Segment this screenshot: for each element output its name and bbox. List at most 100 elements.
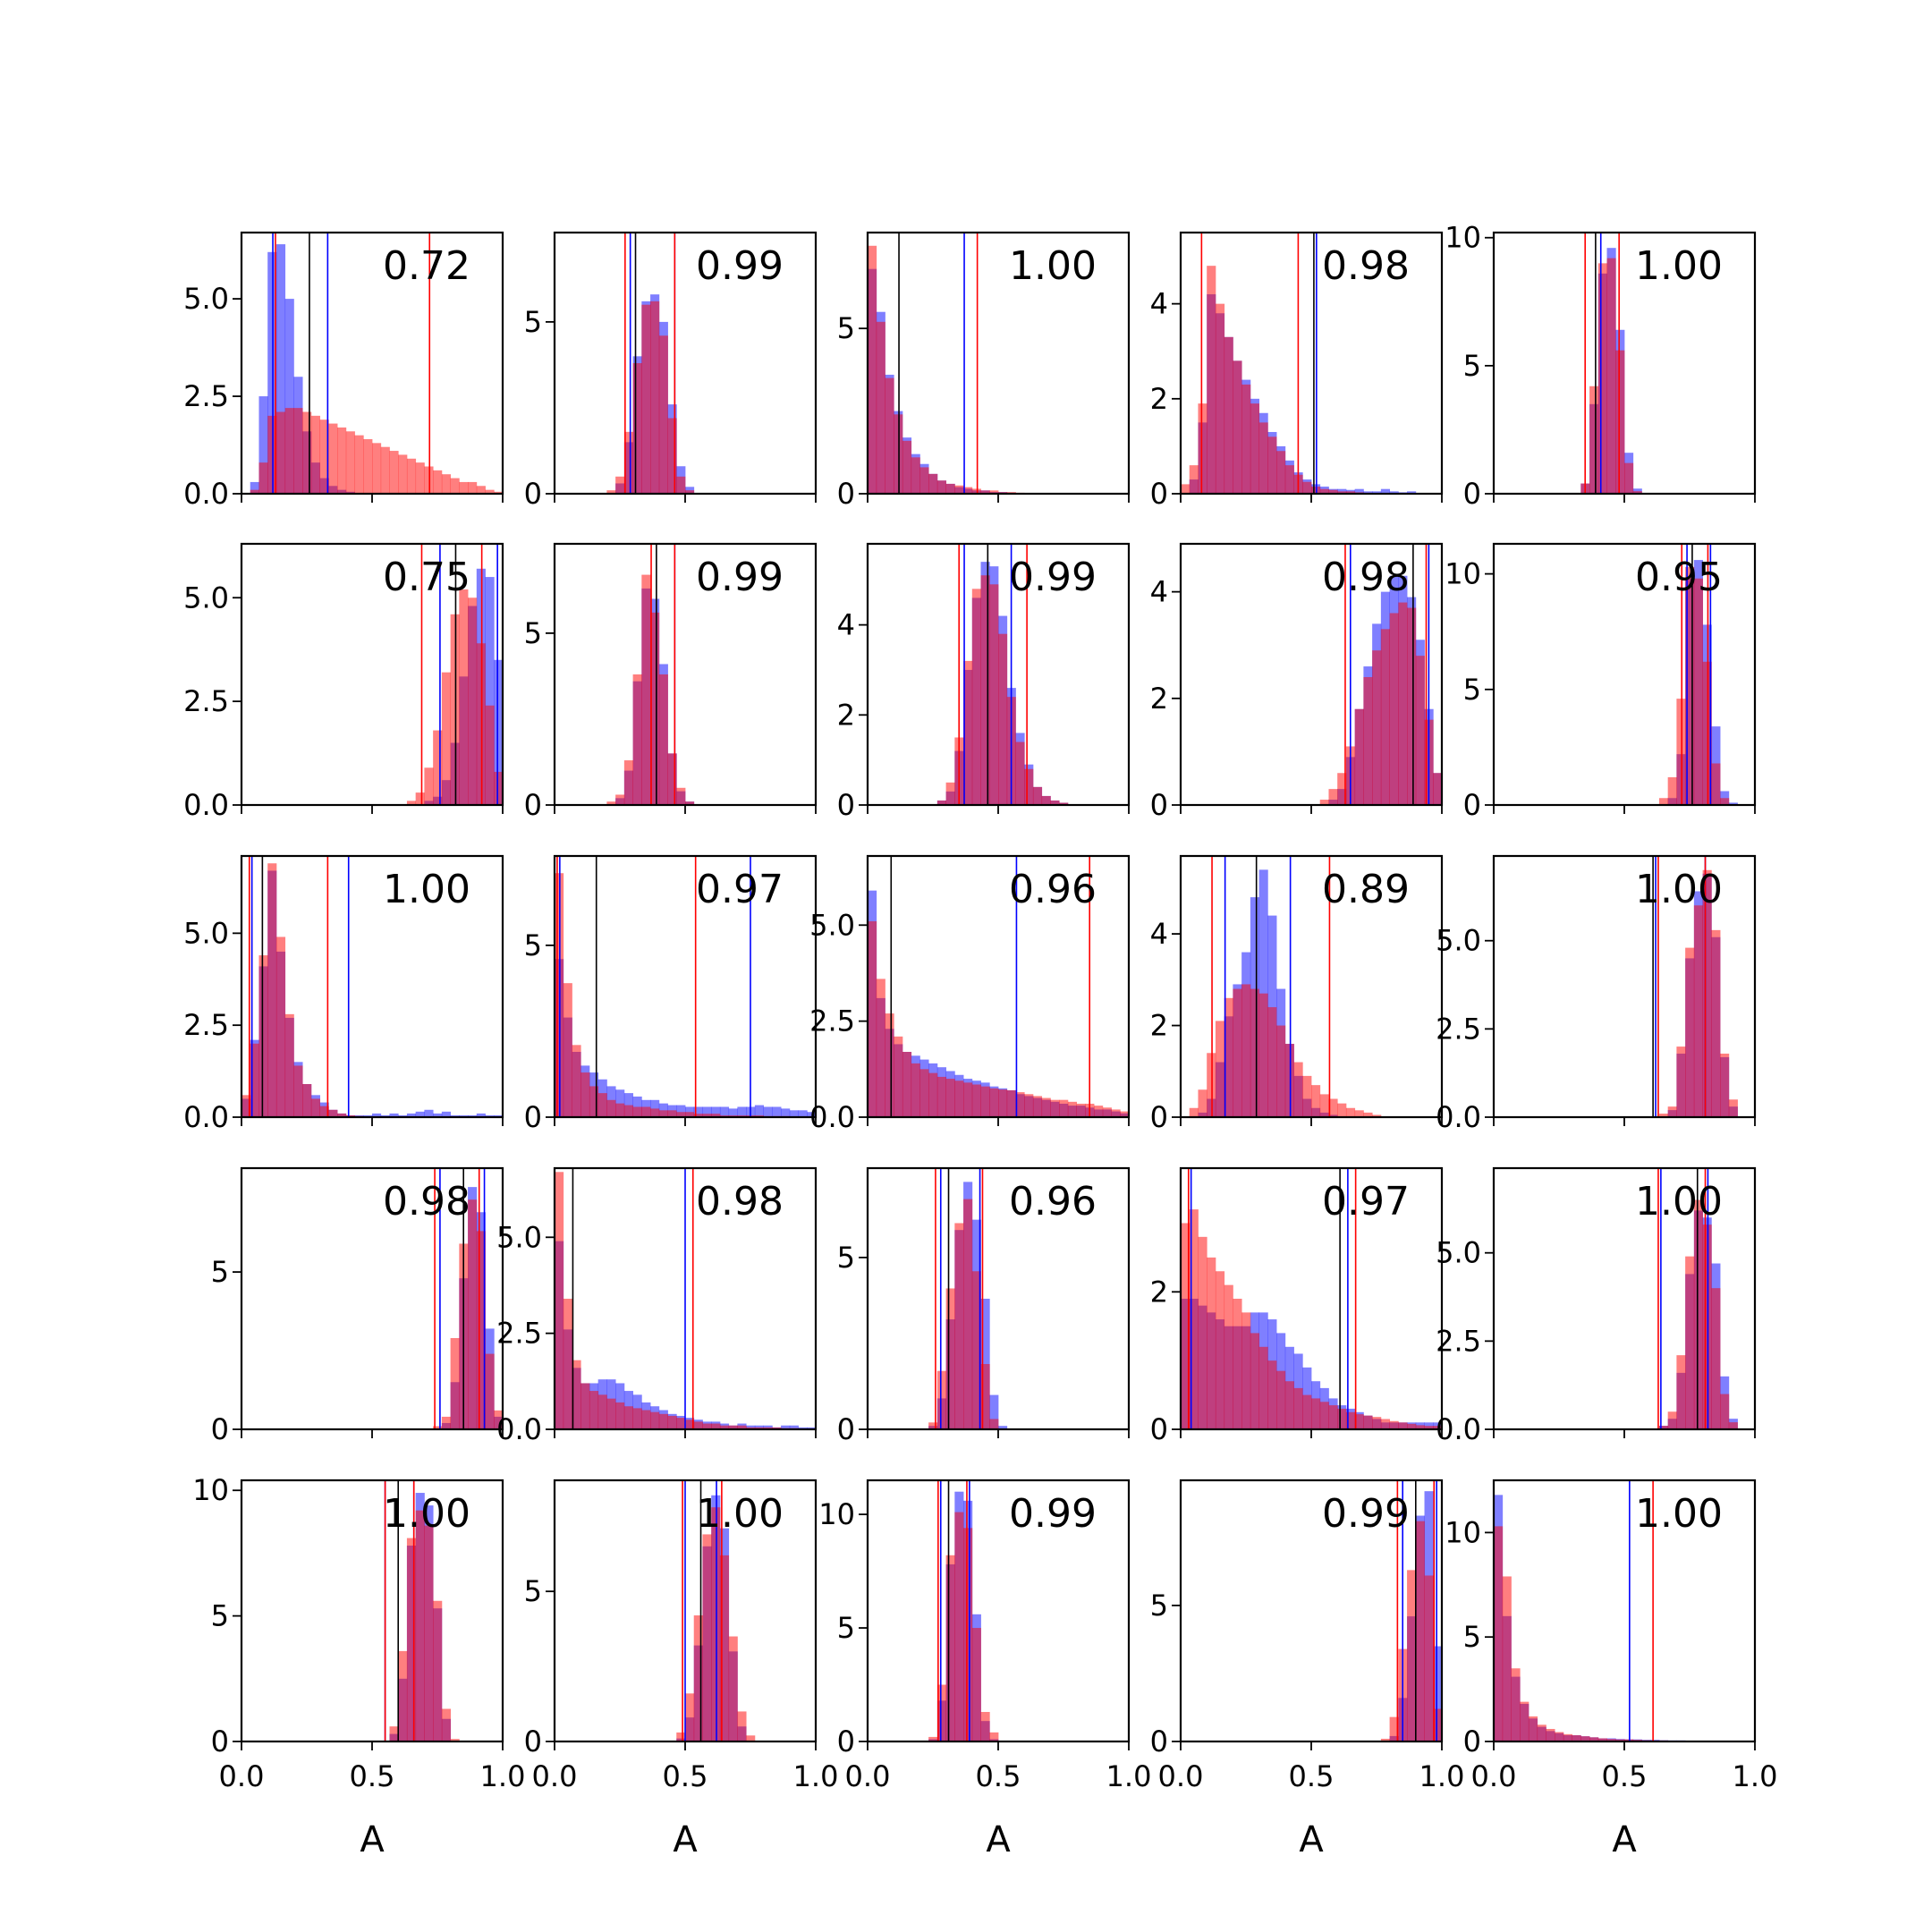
hist-bar [1563, 1733, 1572, 1741]
hist-bar [998, 1089, 1008, 1117]
hist-bar [936, 1076, 946, 1117]
y-tick-label: 0 [837, 1412, 855, 1446]
hist-bar [1041, 795, 1051, 805]
plot-area [1181, 1168, 1442, 1429]
correlation-annotation: 0.98 [383, 1179, 470, 1224]
hist-bar [945, 782, 955, 805]
hist-bar [372, 443, 382, 494]
y-tick-label: 4 [1150, 575, 1168, 609]
hist-bar [1015, 741, 1025, 805]
hist-bar [737, 1106, 747, 1117]
hist-bar [1372, 491, 1382, 494]
hist-bar [667, 1415, 677, 1429]
hist-bar [728, 1636, 738, 1741]
x-tick-label: 0.0 [845, 1759, 891, 1793]
hist-bar [1354, 488, 1364, 494]
hist-bar [998, 633, 1008, 805]
hist-bar [555, 1172, 564, 1429]
histogram-red [1658, 869, 1738, 1117]
hist-bar [441, 474, 451, 494]
x-axis-label: A [360, 1819, 385, 1860]
hist-bar [971, 1084, 981, 1117]
hist-bar [650, 1108, 660, 1117]
hist-bar [275, 936, 286, 1117]
hist-bar [1215, 303, 1225, 494]
y-tick-label: 5 [524, 928, 542, 962]
histogram-red [928, 1512, 999, 1741]
hist-bar [1258, 422, 1268, 494]
hist-bar [1555, 1732, 1564, 1741]
hist-bar [667, 418, 677, 494]
hist-bar [406, 1538, 417, 1741]
hist-bar [485, 705, 495, 805]
hist-bar [641, 1106, 651, 1117]
y-tick-label: 10 [1445, 557, 1481, 591]
hist-bar [641, 574, 651, 805]
hist-bar [763, 1106, 773, 1117]
hist-bar [1433, 1708, 1442, 1741]
hist-bar [433, 1113, 443, 1117]
hist-bar [1250, 1333, 1259, 1429]
hist-bar [919, 467, 929, 494]
hist-bar [1407, 491, 1417, 494]
hist-bar [494, 771, 503, 805]
hist-bar [1015, 1092, 1025, 1117]
hist-bar [936, 800, 946, 805]
hist-bar [728, 1425, 738, 1429]
hist-bar [250, 489, 259, 494]
hist-bar [1302, 481, 1312, 494]
y-tick-label: 0.0 [1436, 1100, 1481, 1134]
hist-bar [1276, 1025, 1286, 1117]
hist-bar [354, 435, 364, 494]
hist-bar [606, 490, 616, 494]
hist-bar [1241, 984, 1251, 1117]
hist-bar [971, 1271, 981, 1429]
hist-bar [919, 1069, 929, 1117]
hist-bar [1354, 708, 1364, 805]
hist-bar [719, 1555, 730, 1741]
hist-bar [450, 1337, 460, 1429]
plot-area [406, 544, 503, 805]
hist-bar [1415, 1521, 1425, 1741]
subplot-r3-c1: 0.0 2.5 5.0 0.98 [496, 1166, 818, 1446]
correlation-annotation: 0.95 [1635, 555, 1723, 600]
hist-bar [1606, 258, 1616, 494]
hist-bar [1389, 613, 1399, 805]
hist-bar [1181, 1223, 1191, 1429]
hist-bar [572, 1045, 581, 1117]
hist-bar [1207, 266, 1216, 494]
hist-bar [476, 1231, 486, 1429]
hist-bar [345, 431, 355, 494]
hist-bar [1537, 1724, 1546, 1741]
hist-bar [1667, 1411, 1677, 1429]
hist-bar [319, 1106, 329, 1117]
hist-bar [945, 483, 955, 494]
hist-bar [1606, 1739, 1616, 1741]
hist-bar [676, 1105, 686, 1117]
hist-bar [1224, 1284, 1233, 1429]
y-tick-label: 2.5 [496, 1317, 542, 1351]
hist-bar [902, 1052, 912, 1117]
hist-bar [1215, 1271, 1225, 1429]
hist-bar [1380, 1419, 1390, 1429]
hist-bar [693, 1615, 703, 1741]
hist-bar [1693, 1199, 1703, 1429]
subplot-r2-c2: 0.0 2.5 5.0 0.96 [809, 854, 1131, 1134]
subplot-r4-c2: 0 5 10 0.0 0.5 1.0 A 0.99 [818, 1479, 1151, 1860]
hist-bar [441, 1708, 451, 1741]
histogram-red [1494, 1526, 1738, 1741]
hist-bar [1494, 1526, 1504, 1741]
hist-bar [623, 1105, 633, 1117]
hist-bar [1006, 1089, 1016, 1117]
hist-bar [945, 1288, 955, 1429]
hist-bar [606, 1398, 616, 1429]
hist-bar [711, 1106, 721, 1117]
hist-bar [1676, 1046, 1686, 1117]
hist-bar [693, 1421, 703, 1429]
hist-bar [1328, 789, 1338, 805]
hist-bar [1250, 988, 1259, 1117]
hist-bar [337, 427, 347, 494]
hist-bar [1337, 1408, 1347, 1429]
hist-bar [606, 1099, 616, 1117]
subplot-r1-c3: 0 2 4 0.98 [1150, 542, 1444, 822]
